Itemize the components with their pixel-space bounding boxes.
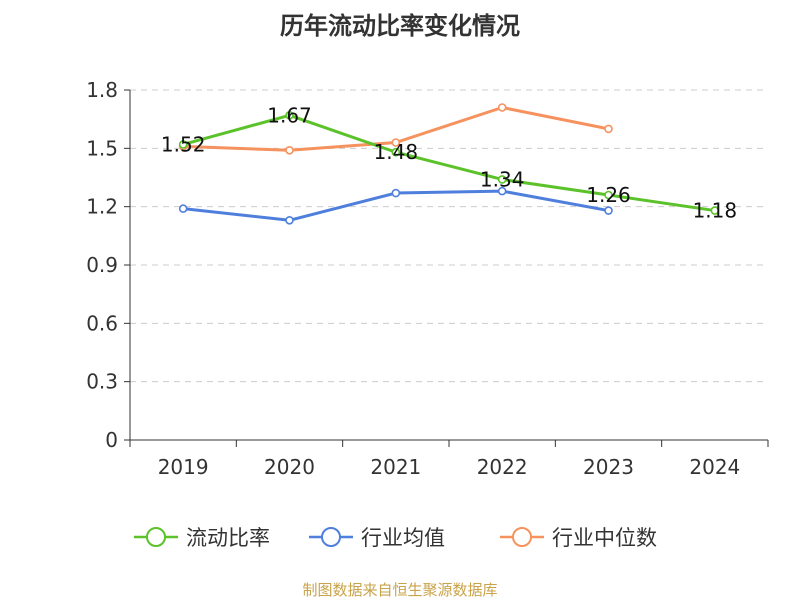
legend: 流动比率 行业均值 行业中位数 (134, 526, 657, 550)
axes: 0 0.3 0.6 0.9 1.2 1.5 1.8 2019 2020 2021 2022 2023 2… (86, 78, 769, 479)
y-tick-label: 0.3 (86, 370, 118, 394)
y-tick-label: 1.5 (86, 136, 118, 160)
data-point (604, 190, 613, 200)
data-point (391, 147, 401, 157)
data-point (497, 103, 507, 112)
gridlines (130, 89, 768, 383)
data-label: 1.48 (374, 140, 419, 164)
data-point (497, 175, 507, 184)
data-point (497, 186, 507, 196)
y-tick-label: 0 (105, 428, 118, 452)
chart-title: 历年流动比率变化情况 (280, 12, 520, 40)
x-tick-label: 2024 (689, 455, 740, 479)
data-source-note: 制图数据来自恒生聚源数据库 (302, 581, 498, 599)
data-point (285, 215, 294, 225)
legend-label: 行业均值 (361, 526, 445, 550)
legend-marker (321, 527, 341, 547)
series-lines (178, 103, 720, 225)
data-point (391, 188, 401, 198)
x-tick-label: 2019 (158, 455, 209, 479)
data-labels: 1.52 1.67 1.48 1.34 1.26 1.18 (161, 103, 737, 222)
data-label: 1.26 (586, 183, 631, 207)
y-tick-label: 1.2 (86, 195, 118, 219)
legend-label: 流动比率 (186, 526, 270, 550)
legend-label: 行业中位数 (552, 526, 657, 550)
series-line (182, 113, 716, 213)
data-point (391, 138, 401, 147)
legend-marker (146, 527, 166, 547)
data-label: 1.52 (161, 132, 206, 156)
data-point (285, 110, 294, 120)
y-tick-label: 1.8 (86, 78, 118, 102)
data-point (710, 206, 720, 215)
data-label: 1.67 (267, 103, 312, 127)
x-tick-label: 2021 (370, 455, 421, 479)
x-tick-label: 2020 (264, 455, 315, 479)
data-label: 1.34 (480, 167, 525, 191)
y-tick-label: 0.9 (86, 253, 118, 277)
data-label: 1.18 (693, 199, 738, 223)
legend-marker (512, 527, 532, 547)
x-tick-label: 2022 (477, 455, 528, 479)
x-tick-label: 2023 (583, 455, 634, 479)
data-point (604, 206, 613, 215)
y-tick-label: 0.6 (86, 311, 118, 335)
data-point (604, 124, 613, 134)
data-point (285, 145, 294, 155)
data-point (178, 204, 188, 213)
data-point (178, 140, 188, 149)
